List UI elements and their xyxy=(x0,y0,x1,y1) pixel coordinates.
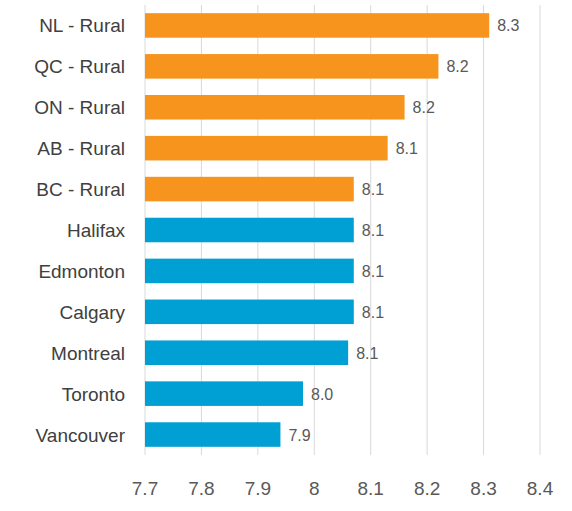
tick-label: 7.8 xyxy=(188,478,214,499)
grid-line xyxy=(540,5,541,455)
category-label: Edmonton xyxy=(38,261,125,282)
category-label: Montreal xyxy=(51,343,125,364)
bar xyxy=(145,177,354,202)
tick-label: 8.1 xyxy=(358,478,384,499)
tick-label: 8.2 xyxy=(414,478,440,499)
category-label: BC - Rural xyxy=(36,179,125,200)
chart-container: 7.7 7.8 7.9 8 8.1 8.2 8.3 8.4 NL - Rural 8.3 QC - … xyxy=(0,0,572,511)
data-label: 7.9 xyxy=(288,427,310,444)
bars xyxy=(145,13,489,447)
category-label: AB - Rural xyxy=(37,138,125,159)
data-label: 8.1 xyxy=(362,181,384,198)
tick-label: 8.4 xyxy=(527,478,554,499)
data-label: 8.2 xyxy=(413,99,435,116)
data-label: 8.1 xyxy=(356,345,378,362)
data-label: 8.0 xyxy=(311,386,333,403)
data-label: 8.3 xyxy=(497,17,519,34)
bar xyxy=(145,136,388,161)
bar xyxy=(145,13,489,38)
bar xyxy=(145,340,348,365)
data-label: 8.1 xyxy=(362,263,384,280)
bar xyxy=(145,218,354,243)
data-label: 8.2 xyxy=(446,58,468,75)
bar xyxy=(145,54,438,79)
bar xyxy=(145,259,354,284)
category-label: Toronto xyxy=(62,384,125,405)
category-label: Calgary xyxy=(60,302,126,323)
tick-label: 7.7 xyxy=(132,478,158,499)
grid xyxy=(145,5,540,455)
tick-label: 8 xyxy=(309,478,320,499)
tick-label: 7.9 xyxy=(245,478,271,499)
category-label: Vancouver xyxy=(36,425,126,446)
bar xyxy=(145,95,405,120)
category-label: Halifax xyxy=(67,220,126,241)
data-label: 8.1 xyxy=(362,304,384,321)
bar xyxy=(145,300,354,325)
tick-label: 8.3 xyxy=(470,478,496,499)
category-label: NL - Rural xyxy=(39,15,125,36)
data-label: 8.1 xyxy=(362,222,384,239)
grid-line xyxy=(483,5,484,455)
bar xyxy=(145,381,303,406)
data-label: 8.1 xyxy=(396,140,418,157)
category-label: ON - Rural xyxy=(34,97,125,118)
category-label: QC - Rural xyxy=(34,56,125,77)
bar xyxy=(145,422,280,447)
chart-svg: 7.7 7.8 7.9 8 8.1 8.2 8.3 8.4 NL - Rural 8.3 QC - … xyxy=(0,0,572,511)
